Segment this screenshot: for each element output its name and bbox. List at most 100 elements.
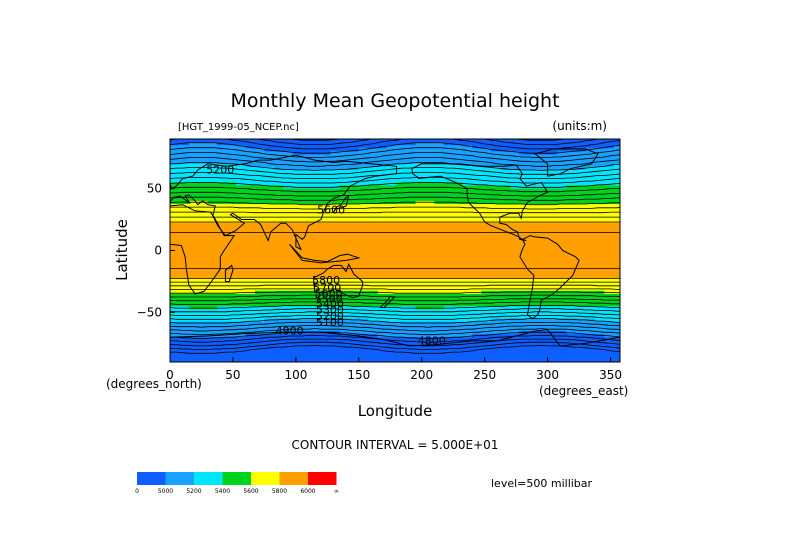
band-cell <box>538 163 549 168</box>
band-cell <box>566 272 577 276</box>
band-cell <box>254 265 266 270</box>
band-cell <box>462 296 473 301</box>
band-cell <box>179 241 190 245</box>
band-cell <box>377 213 388 218</box>
band-cell <box>481 148 492 152</box>
band-cell <box>311 213 322 218</box>
band-cell <box>434 231 445 236</box>
band-cell <box>170 334 181 338</box>
band-cell <box>528 213 539 218</box>
band-cell <box>207 191 218 196</box>
band-cell <box>415 194 426 199</box>
band-cell <box>207 163 218 168</box>
band-cell <box>368 346 379 351</box>
band-cell <box>377 231 388 236</box>
x-tick-label: 100 <box>284 368 307 382</box>
band-cell <box>273 334 284 338</box>
band-cell <box>170 259 181 264</box>
band-cell <box>283 142 294 146</box>
band-cell <box>217 334 228 338</box>
band-cell <box>358 207 369 211</box>
band-cell <box>500 228 511 233</box>
band-cell <box>538 293 549 298</box>
band-cell <box>481 160 492 165</box>
band-cell <box>179 166 190 171</box>
band-cell <box>453 256 464 261</box>
band-cell <box>424 176 435 180</box>
band-cell <box>283 222 294 227</box>
band-cell <box>264 265 275 270</box>
band-cell <box>519 219 530 224</box>
band-cell <box>472 207 483 211</box>
band-cell <box>207 315 218 320</box>
band-cell <box>368 210 379 214</box>
band-cell <box>415 269 426 273</box>
band-cell <box>538 331 549 335</box>
band-cell <box>188 188 199 193</box>
band-cell <box>283 300 294 304</box>
band-cell <box>538 188 549 193</box>
band-cell <box>406 284 417 289</box>
band-cell <box>481 312 492 317</box>
band-cell <box>453 324 464 329</box>
band-cell <box>415 213 426 218</box>
band-cell <box>377 300 388 304</box>
band-cell <box>254 306 266 310</box>
band-cell <box>188 293 199 298</box>
band-cell <box>226 173 237 177</box>
band-cell <box>245 194 256 199</box>
band-cell <box>585 228 596 233</box>
band-cell <box>302 327 313 332</box>
band-cell <box>443 163 454 168</box>
band-cell <box>170 312 181 317</box>
band-cell <box>349 231 360 236</box>
band-cell <box>509 219 520 224</box>
band-cell <box>368 207 379 211</box>
band-cell <box>585 225 596 230</box>
band-cell <box>198 300 209 304</box>
band-cell <box>217 358 228 362</box>
band-cell <box>415 231 426 236</box>
band-cell <box>443 262 454 267</box>
band-cell <box>538 219 549 224</box>
band-cell <box>292 290 303 295</box>
band-cell <box>519 327 530 332</box>
band-cell <box>349 185 360 190</box>
band-cell <box>481 355 492 360</box>
band-cell <box>604 303 615 307</box>
band-cell <box>264 312 275 317</box>
band-cell <box>500 321 511 326</box>
band-cell <box>377 309 388 314</box>
band-cell <box>396 188 407 193</box>
band-cell <box>566 204 577 208</box>
band-cell <box>509 290 520 295</box>
band-cell <box>236 213 247 218</box>
band-cell <box>566 265 577 270</box>
band-cell <box>575 352 586 357</box>
band-cell <box>264 241 275 245</box>
band-cell <box>481 188 492 193</box>
band-cell <box>594 213 605 218</box>
band-cell <box>311 334 322 338</box>
band-cell <box>377 197 388 202</box>
band-cell <box>207 188 218 193</box>
band-cell <box>594 222 605 227</box>
band-cell <box>368 219 379 224</box>
band-cell <box>396 331 407 335</box>
band-cell <box>406 250 417 255</box>
band-cell <box>330 139 341 143</box>
band-cell <box>415 241 426 245</box>
band-cell <box>547 306 558 310</box>
band-cell <box>179 300 190 304</box>
band-cell <box>170 303 181 307</box>
band-cell <box>500 191 511 196</box>
band-cell <box>557 182 568 187</box>
band-cell <box>330 321 341 326</box>
band-cell <box>443 293 454 298</box>
band-cell <box>472 346 483 351</box>
band-cell <box>236 151 247 156</box>
band-cell <box>575 231 586 236</box>
band-cell <box>453 179 464 183</box>
band-cell <box>302 244 313 249</box>
band-cell <box>585 139 596 143</box>
